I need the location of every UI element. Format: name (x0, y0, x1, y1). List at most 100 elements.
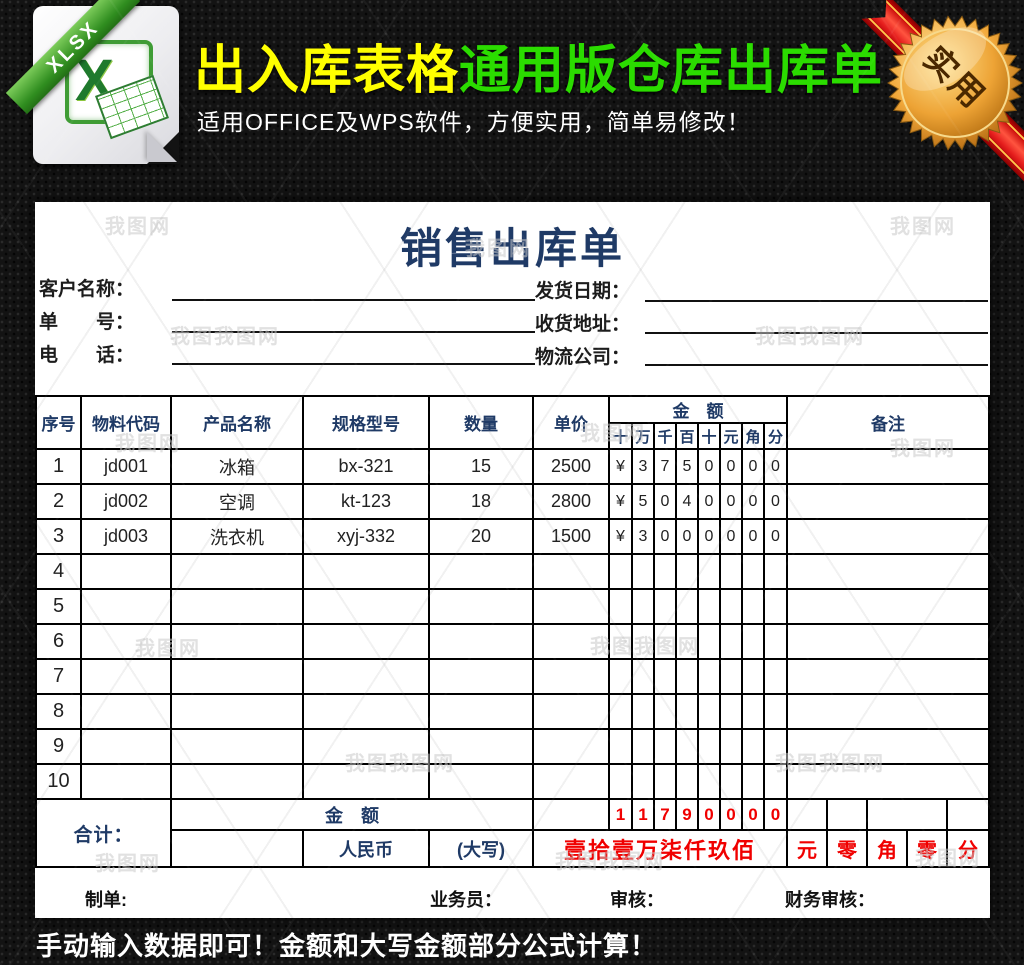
cell-qty (428, 728, 534, 765)
amount-unit: 十 (608, 422, 633, 450)
cell-amount-digit: 0 (719, 448, 743, 485)
footer-maker-label: 制单: (85, 890, 127, 910)
cell-amount-digit: 0 (719, 483, 743, 520)
cell-amount-digit (697, 693, 721, 730)
field-label-order-no: 单 号： (39, 312, 135, 333)
cell-amount-digit (608, 658, 633, 695)
table-row: 8 (35, 693, 991, 730)
cell-amount-digit (608, 623, 633, 660)
field-label-phone: 电 话： (39, 345, 135, 366)
cell-amount-digit (763, 553, 788, 590)
total-empty-cell (170, 829, 304, 868)
amount-unit: 元 (719, 422, 743, 450)
cell-price (532, 553, 610, 590)
cell-spec: xyj-332 (302, 518, 430, 555)
cell-spec (302, 553, 430, 590)
caps-amount-value: 壹拾壹万柒仟玖佰 (532, 829, 788, 868)
cell-seq: 1 (35, 448, 82, 485)
total-row-caps: 人民币 (大写) 壹拾壹万柒仟玖佰 元 零 角 零 分 (36, 829, 991, 868)
field-line-ship-date (645, 300, 988, 302)
table-header-row-2: 十 万 千 百 十 元 角 分 (36, 422, 989, 450)
cell-code: jd002 (80, 483, 172, 520)
table-header-row-1: 序号 物料代码 产品名称 规格型号 数量 单价 金 额 备注 (35, 395, 991, 450)
cell-amount-digit: 0 (763, 483, 788, 520)
cell-name: 空调 (170, 483, 304, 520)
cell-amount-digit: 0 (675, 518, 699, 555)
total-empty-cell (945, 798, 991, 831)
cell-amount-digit: 0 (697, 483, 721, 520)
total-digit: 9 (675, 798, 699, 831)
cell-code (80, 693, 172, 730)
cell-seq: 9 (35, 728, 82, 765)
cell-name: 冰箱 (170, 448, 304, 485)
cell-amount-digit: 3 (631, 448, 655, 485)
cell-amount-digit (653, 658, 677, 695)
field-label-logistics: 物流公司： (535, 347, 631, 368)
cell-qty: 18 (428, 483, 534, 520)
cell-name: 洗衣机 (170, 518, 304, 555)
field-line-customer (172, 299, 535, 301)
gold-medal-badge: 实用 (880, 0, 1024, 175)
cell-price: 2500 (532, 448, 610, 485)
table-row: 6 (35, 623, 991, 660)
cell-amount-digit (653, 763, 677, 800)
cell-amount-digit: 0 (763, 448, 788, 485)
cell-remark (785, 763, 991, 800)
cell-amount-digit (631, 553, 655, 590)
field-line-address (645, 332, 988, 334)
field-line-phone (172, 363, 535, 365)
cell-amount-digit (719, 623, 743, 660)
cell-spec (302, 693, 430, 730)
caps-unit: 角 (866, 829, 908, 868)
banner-subtitle: 适用OFFICE及WPS软件，方便实用，简单易修改！ (197, 109, 751, 135)
cell-amount-digit: 0 (697, 448, 721, 485)
footer-salesman-label: 业务员： (430, 890, 502, 910)
header-remark: 备注 (785, 395, 991, 450)
medal-starburst-icon (887, 15, 1023, 151)
cell-price (532, 623, 610, 660)
cell-spec (302, 588, 430, 625)
amount-unit: 十 (697, 422, 721, 450)
cell-amount-digit (719, 658, 743, 695)
total-empty-cell (532, 798, 610, 831)
footer-checker-label: 审核： (610, 890, 664, 910)
header-price: 单价 (532, 395, 610, 450)
cell-amount-digit (675, 553, 699, 590)
cell-amount-digit (675, 623, 699, 660)
cell-amount-digit (653, 728, 677, 765)
cell-amount-digit: ¥ (608, 448, 633, 485)
header-code: 物料代码 (80, 395, 172, 450)
cell-remark (785, 448, 991, 485)
field-line-logistics (645, 364, 988, 366)
cell-amount-digit: 0 (697, 518, 721, 555)
cell-amount-digit (631, 588, 655, 625)
cell-amount-digit (697, 623, 721, 660)
watermark: 我图我图网 (755, 326, 865, 348)
cell-amount-digit (608, 693, 633, 730)
amount-unit: 分 (763, 422, 788, 450)
cell-amount-digit: 0 (653, 483, 677, 520)
cell-code (80, 553, 172, 590)
banner-title: 出入库表格通用版仓库出库单 (194, 28, 883, 103)
amount-unit: 千 (653, 422, 677, 450)
cell-name (170, 553, 304, 590)
table-row: 9 (35, 728, 991, 765)
cell-price (532, 658, 610, 695)
cell-name (170, 693, 304, 730)
cell-seq: 6 (35, 623, 82, 660)
cell-amount-digit (697, 658, 721, 695)
total-digit: 0 (763, 798, 788, 831)
top-banner: X XLSX 出入库表格通用版仓库出库单 适用OFFICE及WPS软件，方便实用… (0, 0, 1024, 202)
table-row: 10 (35, 763, 991, 800)
cell-price (532, 588, 610, 625)
cell-amount-digit (608, 728, 633, 765)
cell-amount-digit (631, 728, 655, 765)
cell-amount-digit (741, 658, 765, 695)
table-row: 2 jd002 空调 kt-123 18 2800 ¥ 5 0 4 0 0 0 … (35, 483, 991, 520)
cell-amount-digit (675, 728, 699, 765)
cell-code (80, 658, 172, 695)
banner-title-part2: 通用版仓库出库单 (459, 42, 884, 100)
field-label-address: 收货地址： (535, 314, 631, 335)
cell-seq: 10 (35, 763, 82, 800)
cell-amount-digit (631, 763, 655, 800)
